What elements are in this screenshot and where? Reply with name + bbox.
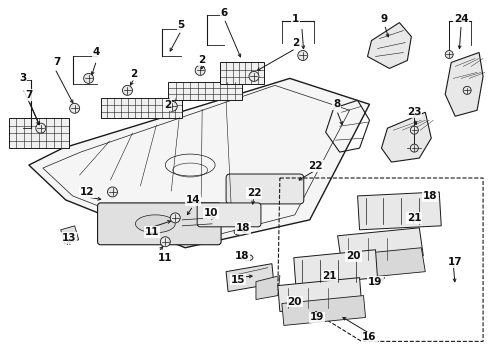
Circle shape xyxy=(444,50,452,58)
Polygon shape xyxy=(339,248,425,280)
Text: 2: 2 xyxy=(129,69,137,80)
Polygon shape xyxy=(101,98,182,118)
Text: 1: 1 xyxy=(291,14,299,24)
Text: 5: 5 xyxy=(177,19,184,30)
Circle shape xyxy=(160,237,170,247)
Circle shape xyxy=(167,101,177,111)
Text: 19: 19 xyxy=(309,312,323,323)
Text: 18: 18 xyxy=(234,251,249,261)
Polygon shape xyxy=(9,118,68,148)
Text: 11: 11 xyxy=(158,253,172,263)
Text: 21: 21 xyxy=(406,213,421,223)
Text: 14: 14 xyxy=(185,195,200,205)
Circle shape xyxy=(409,144,417,152)
Polygon shape xyxy=(367,23,410,68)
Text: 17: 17 xyxy=(447,257,462,267)
Text: 12: 12 xyxy=(79,187,94,197)
Text: 2: 2 xyxy=(291,37,299,48)
FancyBboxPatch shape xyxy=(225,174,303,204)
Text: 16: 16 xyxy=(362,332,376,342)
Text: 18: 18 xyxy=(422,191,437,201)
Text: 18: 18 xyxy=(235,223,250,233)
Circle shape xyxy=(122,85,132,95)
Polygon shape xyxy=(293,250,377,285)
Text: 9: 9 xyxy=(380,14,387,24)
Text: 19: 19 xyxy=(367,276,382,287)
Polygon shape xyxy=(220,62,264,84)
Circle shape xyxy=(83,73,93,84)
Ellipse shape xyxy=(421,193,432,199)
Text: 15: 15 xyxy=(230,275,245,285)
Polygon shape xyxy=(357,192,440,230)
Circle shape xyxy=(248,71,259,81)
Text: 6: 6 xyxy=(220,8,227,18)
Text: 20: 20 xyxy=(287,297,302,306)
Text: 4: 4 xyxy=(93,48,100,58)
Text: 13: 13 xyxy=(61,233,76,243)
Circle shape xyxy=(195,66,205,75)
Polygon shape xyxy=(444,53,482,116)
Text: 3: 3 xyxy=(19,73,26,84)
FancyBboxPatch shape xyxy=(197,203,261,227)
Text: 7: 7 xyxy=(25,90,33,100)
Polygon shape xyxy=(29,78,369,248)
Text: 2: 2 xyxy=(163,100,171,110)
Polygon shape xyxy=(281,296,365,325)
Circle shape xyxy=(107,187,117,197)
Ellipse shape xyxy=(234,228,245,235)
Text: 10: 10 xyxy=(203,208,218,218)
Ellipse shape xyxy=(135,215,175,233)
Polygon shape xyxy=(277,278,361,311)
Polygon shape xyxy=(337,228,423,264)
Circle shape xyxy=(462,86,470,94)
Text: 2: 2 xyxy=(198,55,205,66)
Circle shape xyxy=(170,213,180,223)
Polygon shape xyxy=(225,264,273,292)
Polygon shape xyxy=(61,226,79,244)
Polygon shape xyxy=(168,82,242,100)
Text: 24: 24 xyxy=(453,14,468,24)
FancyBboxPatch shape xyxy=(98,203,221,245)
Text: 22: 22 xyxy=(246,188,261,198)
Text: 23: 23 xyxy=(406,107,421,117)
Text: 21: 21 xyxy=(322,271,336,281)
Text: 20: 20 xyxy=(346,251,360,261)
Circle shape xyxy=(69,103,80,113)
Circle shape xyxy=(297,50,307,60)
Ellipse shape xyxy=(243,255,252,261)
Text: 11: 11 xyxy=(145,227,159,237)
Circle shape xyxy=(36,123,46,133)
Text: 8: 8 xyxy=(332,99,340,109)
Circle shape xyxy=(409,126,417,134)
Text: 22: 22 xyxy=(308,161,322,171)
Text: 7: 7 xyxy=(53,58,61,67)
Polygon shape xyxy=(255,276,279,300)
Polygon shape xyxy=(381,112,430,162)
